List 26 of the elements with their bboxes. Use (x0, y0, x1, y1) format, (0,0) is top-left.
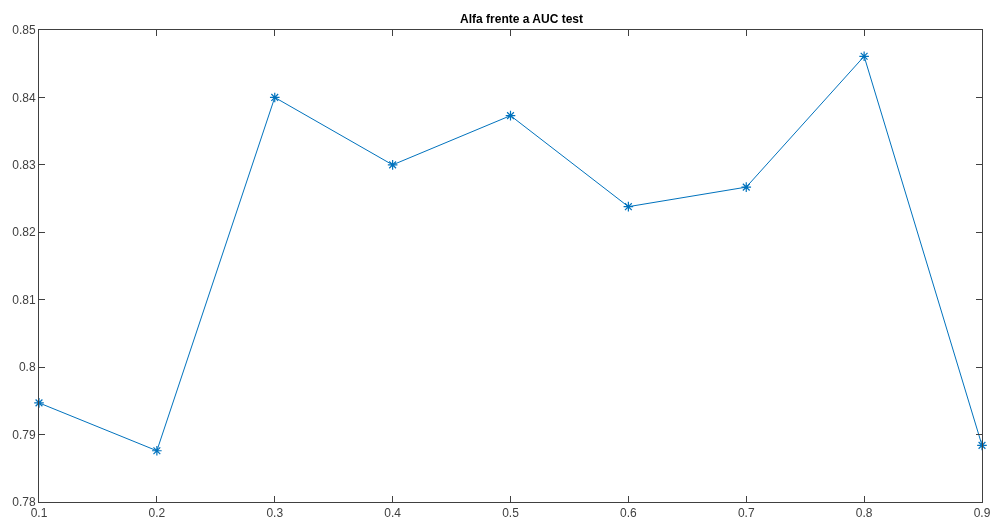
x-tick-label: 0.7 (737, 506, 755, 521)
point (622, 201, 634, 213)
x-tick-label: 0.1 (30, 506, 48, 521)
point (269, 92, 281, 103)
x-tick-label: 0.8 (855, 506, 873, 521)
y-tick-label: 0.79 (12, 427, 36, 442)
y-tick-label: 0.82 (12, 225, 36, 240)
x-tick-label: 0.9 (973, 506, 991, 521)
point (151, 445, 163, 457)
x-tick-label: 0.2 (148, 506, 166, 521)
x-tick-label: 0.3 (266, 506, 284, 521)
point (505, 110, 516, 122)
y-tick-label: 0.8 (18, 360, 36, 375)
x-tick-label: 0.6 (620, 506, 638, 521)
y-tick-label: 0.81 (12, 292, 36, 307)
chart-title: Alfa frente a AUC test (460, 11, 584, 26)
point (858, 50, 870, 62)
y-tick-label: 0.84 (12, 90, 36, 105)
y-tick-label: 0.85 (12, 23, 36, 38)
point (976, 439, 988, 451)
x-tick-label: 0.4 (384, 506, 402, 521)
point (740, 181, 752, 193)
point (387, 159, 399, 171)
x-tick-label: 0.5 (502, 506, 520, 521)
y-tick-label: 0.83 (12, 158, 36, 173)
point (33, 397, 45, 409)
